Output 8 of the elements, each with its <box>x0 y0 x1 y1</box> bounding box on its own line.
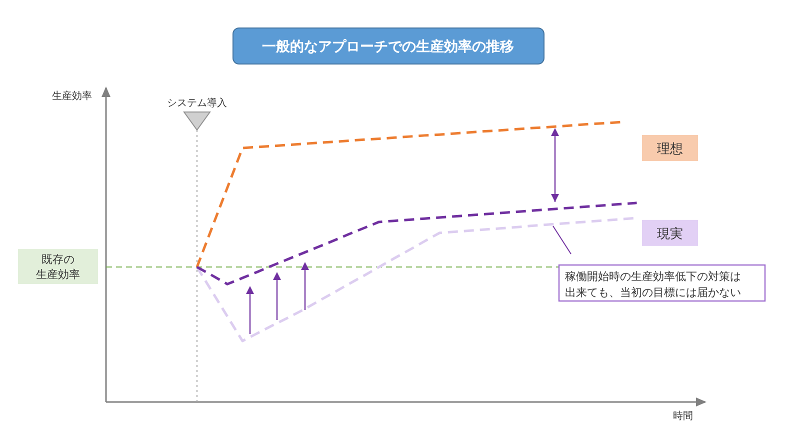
text: 現実 <box>657 226 683 242</box>
ref-line-label: 既存の生産効率 <box>36 253 80 282</box>
chart-title: 一般的なアプローチでの生産効率の推移 <box>262 38 514 55</box>
text: 理想 <box>657 142 683 157</box>
annotation: 稼働開始時の生産効率低下の対策は出来ても、当初の目標には届かない <box>565 270 741 299</box>
y-axis-title: 生産効率 <box>52 90 92 102</box>
x-axis-title: 時間 <box>673 410 693 422</box>
text: システム導入 <box>166 97 227 109</box>
